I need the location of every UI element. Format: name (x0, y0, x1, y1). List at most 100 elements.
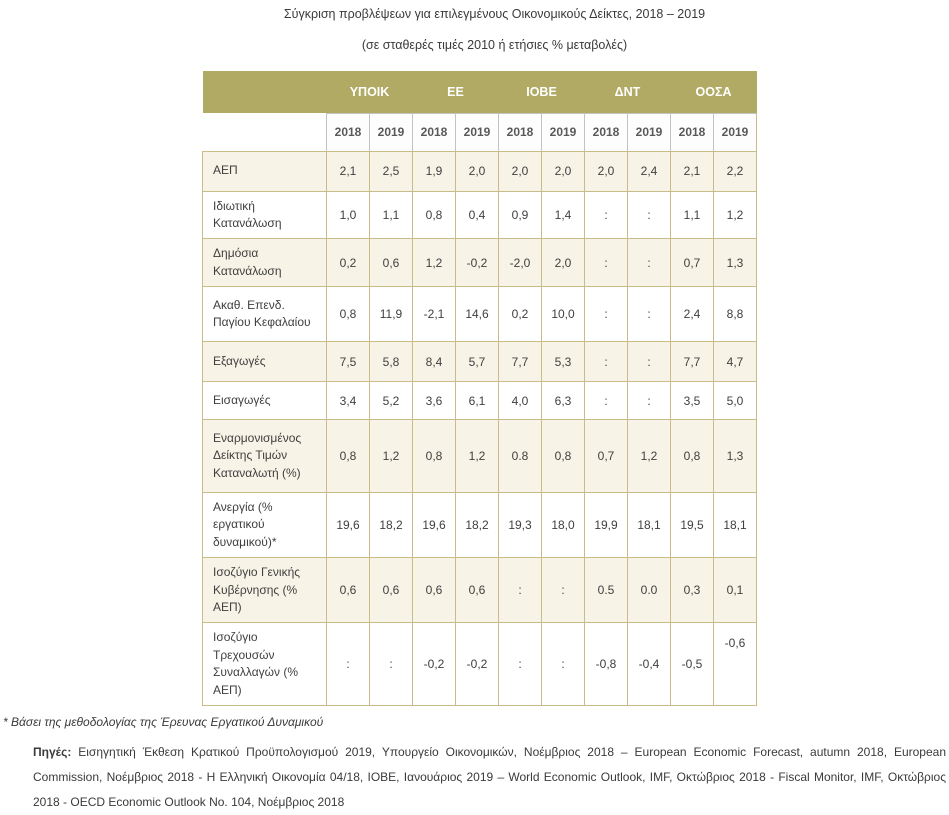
value-cell: 1,9 (412, 150, 456, 192)
value-cell: 7,7 (670, 341, 714, 383)
year-row-label-cell (202, 113, 327, 152)
value-cell: 1,0 (326, 190, 370, 240)
value-cell: -0,6 (713, 622, 757, 706)
value-cell: 2,1 (326, 150, 370, 192)
value-cell: 0.5 (584, 557, 628, 624)
table-row: Εισαγωγές 3,4 5,2 3,6 6,1 4,0 6,3::3,5 5,0 (202, 381, 757, 421)
value-cell: : (369, 622, 413, 706)
value-cell: 0,7 (584, 419, 628, 494)
value-cell: 0,6 (455, 557, 499, 624)
value-cell: 0.8 (498, 419, 542, 494)
value-cell: : (627, 381, 671, 421)
value-cell: : (498, 557, 542, 624)
value-cell: 1,2 (455, 419, 499, 494)
table-row: ΑΕΠ 2,1 2,5 1,9 2,0 2,0 2,0 2,0 2,4 2,1 2,2 (202, 150, 757, 192)
value-cell: 0,8 (412, 419, 456, 494)
sources-paragraph: Πηγές: Εισηγητική Έκθεση Κρατικού Προϋπο… (33, 740, 946, 815)
value-cell: 2,2 (713, 150, 757, 192)
value-cell: 2,4 (670, 286, 714, 343)
table-row: Ακαθ. Επενδ. Παγίου Κεφαλαίου 0,8 11,9 -2,1… (202, 286, 757, 343)
value-cell: -0,4 (627, 622, 671, 706)
year-header-cell: 2018 (412, 112, 456, 152)
forecast-comparison-table: ΥΠΟΙΚ ΕΕ ΙΟΒΕ ΔΝΤ ΟΟΣΑ 2018 2019 2018 2019 2… (202, 71, 757, 706)
group-header-iobe: ΙΟΒΕ (498, 71, 585, 113)
year-header-cell: 2019 (713, 112, 757, 152)
value-cell: 0,8 (670, 419, 714, 494)
value-cell: -0,2 (455, 238, 499, 288)
value-cell: 3,6 (412, 381, 456, 421)
group-header-row: ΥΠΟΙΚ ΕΕ ΙΟΒΕ ΔΝΤ ΟΟΣΑ (202, 71, 757, 113)
table-row: Ισοζύγιο Γενικής Κυβέρνησης (% ΑΕΠ) 0,6 0,… (202, 557, 757, 624)
row-label: Ανεργία (% εργατικού δυναμικού)* (202, 492, 327, 559)
table-row: Ισοζύγιο Τρεχουσών Συναλλαγών (% ΑΕΠ):: -… (202, 622, 757, 706)
value-cell: 5,0 (713, 381, 757, 421)
row-label: Ισοζύγιο Γενικής Κυβέρνησης (% ΑΕΠ) (202, 557, 327, 624)
year-header-row: 2018 2019 2018 2019 2018 2019 2018 2019 2018 2019 (202, 112, 757, 152)
value-cell: -0,2 (412, 622, 456, 706)
table-row: Δημόσια Κατανάλωση 0,2 0,6 1,2 -0,2 -2,0 2,0::… (202, 238, 757, 288)
value-cell: 2,1 (670, 150, 714, 192)
value-cell: 7,5 (326, 341, 370, 383)
value-cell: 5,7 (455, 341, 499, 383)
value-cell: : (627, 286, 671, 343)
row-label: Δημόσια Κατανάλωση (202, 238, 327, 288)
value-cell: 18,1 (627, 492, 671, 559)
value-cell: 10,0 (541, 286, 585, 343)
value-cell: : (326, 622, 370, 706)
value-cell: : (584, 381, 628, 421)
value-cell: 1,3 (713, 419, 757, 494)
value-cell: 14,6 (455, 286, 499, 343)
table-row: Εναρμονισμένος Δείκτης Τιμών Καταναλωτή … (202, 419, 757, 494)
value-cell: : (627, 238, 671, 288)
row-label: Εναρμονισμένος Δείκτης Τιμών Καταναλωτή … (202, 419, 327, 494)
row-label: Εξαγωγές (202, 341, 327, 383)
value-cell: 0,3 (670, 557, 714, 624)
value-cell: 0,6 (412, 557, 456, 624)
value-cell: -0,8 (584, 622, 628, 706)
value-cell: 19,6 (412, 492, 456, 559)
value-cell: : (541, 622, 585, 706)
value-cell: 5,3 (541, 341, 585, 383)
value-cell: : (627, 190, 671, 240)
year-header-cell: 2018 (670, 112, 714, 152)
group-header-ypoik: ΥΠΟΙΚ (326, 71, 413, 113)
year-header-cell: 2018 (498, 112, 542, 152)
group-header-ee: ΕΕ (412, 71, 499, 113)
row-label: Ακαθ. Επενδ. Παγίου Κεφαλαίου (202, 286, 327, 343)
value-cell: 1,2 (412, 238, 456, 288)
value-cell: -0,5 (670, 622, 714, 706)
value-cell: 11,9 (369, 286, 413, 343)
value-cell: : (584, 190, 628, 240)
group-header-dnt: ΔΝΤ (584, 71, 671, 113)
value-cell: 2,0 (498, 150, 542, 192)
value-cell: 19,3 (498, 492, 542, 559)
row-label: ΑΕΠ (202, 150, 327, 192)
year-header-cell: 2019 (627, 112, 671, 152)
value-cell: 6,3 (541, 381, 585, 421)
sources-label: Πηγές: (33, 744, 72, 759)
page-title: Σύγκριση προβλέψεων για επιλεγμένους Οικ… (283, 7, 706, 21)
value-cell: 1,1 (369, 190, 413, 240)
value-cell: 6,1 (455, 381, 499, 421)
value-cell: 0,9 (498, 190, 542, 240)
value-cell: 2,0 (455, 150, 499, 192)
value-cell: 1,2 (713, 190, 757, 240)
value-cell: 0,8 (326, 419, 370, 494)
value-cell: : (584, 238, 628, 288)
value-cell: 4,0 (498, 381, 542, 421)
value-cell: 18,1 (713, 492, 757, 559)
value-cell: : (627, 341, 671, 383)
value-cell: : (541, 557, 585, 624)
value-cell: 0,8 (326, 286, 370, 343)
sources-text: Εισηγητική Έκθεση Κρατικού Προϋπολογισμο… (33, 744, 946, 809)
value-cell: -2,0 (498, 238, 542, 288)
value-cell: 0,8 (541, 419, 585, 494)
table-wrapper: ΥΠΟΙΚ ΕΕ ΙΟΒΕ ΔΝΤ ΟΟΣΑ 2018 2019 2018 2019 2… (202, 71, 949, 706)
value-cell: 0,6 (326, 557, 370, 624)
value-cell: 0,4 (455, 190, 499, 240)
value-cell: : (584, 341, 628, 383)
table-row: Ανεργία (% εργατικού δυναμικού)* 19,6 18,2… (202, 492, 757, 559)
table-row: Ιδιωτική Κατανάλωση 1,0 1,1 0,8 0,4 0,9 1,4::1… (202, 190, 757, 240)
page: Σύγκριση προβλέψεων για επιλεγμένους Οικ… (0, 7, 949, 809)
page-subtitle: (σε σταθερές τιμές 2010 ή ετήσιες % μετα… (361, 38, 628, 52)
